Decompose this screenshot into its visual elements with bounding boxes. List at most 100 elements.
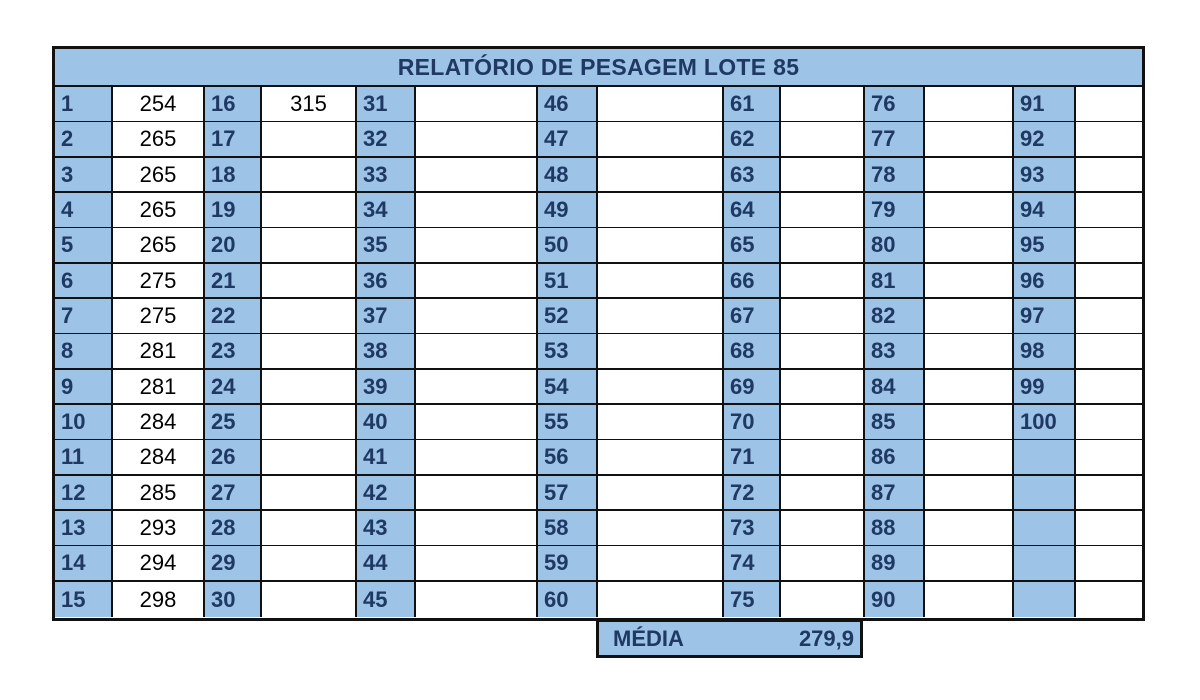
lot-number-cell: 21 [205,263,262,300]
lot-number-cell: 50 [538,228,598,265]
lot-number-cell: 37 [357,298,416,335]
weight-value-cell [781,369,865,406]
weight-value-cell [262,440,357,477]
weight-value-cell [262,546,357,583]
lot-number-cell [1014,581,1076,618]
weight-value-cell [598,122,724,159]
weight-value-cell [1076,157,1142,194]
lot-number-cell [1014,440,1076,477]
weight-value-cell [416,87,538,123]
weight-value-cell [925,369,1014,406]
weight-value-cell [598,157,724,194]
weight-value-cell [262,263,357,300]
weight-value-cell [598,192,724,229]
lot-number-cell [1014,475,1076,512]
lot-number-cell: 94 [1014,192,1076,229]
weight-value-cell [598,581,724,618]
weight-value-cell [262,510,357,547]
lot-number-cell: 4 [55,192,113,229]
lot-number-cell: 2 [55,122,113,159]
weight-value-cell [262,404,357,441]
weight-value-cell [925,298,1014,335]
lot-number-cell: 44 [357,546,416,583]
lot-number-cell: 28 [205,510,262,547]
lot-number-cell: 86 [865,440,925,477]
weight-value-cell [781,510,865,547]
weight-value-cell [925,157,1014,194]
weight-value-cell [925,228,1014,265]
lot-number-cell: 77 [865,122,925,159]
lot-number-cell: 64 [724,192,781,229]
weight-value-cell [262,228,357,265]
weight-value-cell [598,510,724,547]
lot-number-cell: 96 [1014,263,1076,300]
report-title: RELATÓRIO DE PESAGEM LOTE 85 [55,49,1142,87]
weight-value-cell [781,581,865,618]
weight-value-cell [781,546,865,583]
lot-number-cell: 25 [205,404,262,441]
lot-number-cell: 14 [55,546,113,583]
lot-number-cell: 36 [357,263,416,300]
lot-number-cell: 55 [538,404,598,441]
lot-number-cell: 93 [1014,157,1076,194]
weight-value-cell [781,228,865,265]
lot-number-cell: 3 [55,157,113,194]
lot-number-cell: 69 [724,369,781,406]
weight-value-cell [416,546,538,583]
lot-number-cell: 99 [1014,369,1076,406]
lot-number-cell: 16 [205,87,262,123]
weight-value-cell [416,404,538,441]
lot-number-cell: 42 [357,475,416,512]
weight-value-cell: 284 [113,440,205,477]
lot-number-cell: 39 [357,369,416,406]
lot-number-cell: 38 [357,334,416,371]
lot-number-cell: 32 [357,122,416,159]
weight-value-cell [781,263,865,300]
lot-number-cell: 85 [865,404,925,441]
lot-number-cell: 53 [538,334,598,371]
lot-number-cell: 41 [357,440,416,477]
lot-number-cell: 10 [55,404,113,441]
weight-value-cell [1076,510,1142,547]
weight-value-cell [598,334,724,371]
lot-number-cell: 57 [538,475,598,512]
weight-value-cell [262,334,357,371]
lot-number-cell: 6 [55,263,113,300]
weight-value-cell [925,440,1014,477]
average-box: MÉDIA 279,9 [596,619,863,658]
weight-value-cell [262,122,357,159]
weight-value-cell [598,546,724,583]
lot-number-cell: 1 [55,87,113,123]
weight-value-cell [262,192,357,229]
lot-number-cell: 91 [1014,87,1076,123]
lot-number-cell: 89 [865,546,925,583]
lot-number-cell: 54 [538,369,598,406]
lot-number-cell: 63 [724,157,781,194]
weighing-report-table: RELATÓRIO DE PESAGEM LOTE 85 1 254 2 265 3 26… [52,46,1145,621]
lot-number-cell: 5 [55,228,113,265]
weight-value-cell [416,122,538,159]
weight-value-cell [416,510,538,547]
lot-number-cell: 45 [357,581,416,618]
lot-number-cell: 13 [55,510,113,547]
weight-value-cell [1076,475,1142,512]
lot-number-cell: 100 [1014,404,1076,441]
weight-value-cell [262,298,357,335]
weight-value-cell [925,510,1014,547]
weight-value-cell [262,157,357,194]
lot-number-cell: 52 [538,298,598,335]
weight-value-cell [781,475,865,512]
lot-number-cell: 92 [1014,122,1076,159]
lot-number-cell: 19 [205,192,262,229]
weight-value-cell [781,334,865,371]
lot-number-cell: 83 [865,334,925,371]
lot-number-cell: 24 [205,369,262,406]
lot-number-cell: 98 [1014,334,1076,371]
lot-number-cell: 18 [205,157,262,194]
lot-number-cell: 67 [724,298,781,335]
lot-number-cell: 8 [55,334,113,371]
weight-value-cell [1076,263,1142,300]
weight-value-cell: 265 [113,122,205,159]
weight-value-cell [925,87,1014,123]
lot-number-cell: 23 [205,334,262,371]
